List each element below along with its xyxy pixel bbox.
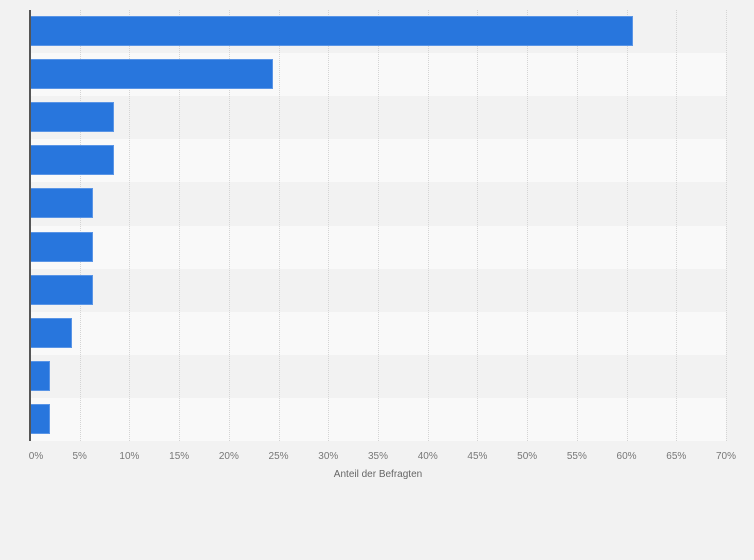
gridline (576, 10, 578, 441)
x-tick-label: 30% (318, 451, 339, 462)
gridline (228, 10, 230, 441)
gridline (79, 10, 81, 441)
x-tick-label: 20% (218, 451, 239, 462)
bar[interactable] (30, 403, 50, 434)
x-tick-label: 50% (517, 451, 538, 462)
gridline (427, 10, 429, 441)
x-tick-label: 55% (566, 451, 587, 462)
gridline (129, 10, 131, 441)
x-tick-label: 5% (72, 451, 87, 462)
bar[interactable] (30, 59, 273, 90)
bar[interactable] (30, 274, 93, 305)
x-tick-label: 60% (616, 451, 637, 462)
gridline (179, 10, 181, 441)
x-tick-label: 70% (715, 451, 737, 462)
gridline (477, 10, 479, 441)
gridline (527, 10, 529, 441)
gridline (278, 10, 280, 441)
bar[interactable] (30, 145, 114, 176)
gridline (676, 10, 678, 441)
bar[interactable] (30, 102, 114, 133)
bar[interactable] (30, 360, 50, 391)
x-tick-label: 65% (666, 451, 687, 462)
gridline (626, 10, 628, 441)
x-axis-label: Anteil der Befragten (333, 469, 423, 480)
x-tick-label: 15% (169, 451, 190, 462)
bar[interactable] (30, 188, 93, 219)
x-tick-label: 0% (28, 451, 44, 462)
gridline (378, 10, 379, 441)
x-tick-label: 45% (467, 451, 488, 462)
gridline (726, 10, 727, 441)
bar[interactable] (30, 231, 93, 262)
gridline (328, 10, 330, 441)
x-tick-label: 35% (367, 451, 389, 462)
x-tick-label: 10% (119, 451, 140, 462)
bar[interactable] (30, 317, 72, 348)
bar[interactable] (30, 16, 633, 46)
x-tick-label: 40% (417, 451, 438, 462)
x-tick-label: 25% (268, 451, 289, 462)
y-axis-line (29, 10, 31, 441)
